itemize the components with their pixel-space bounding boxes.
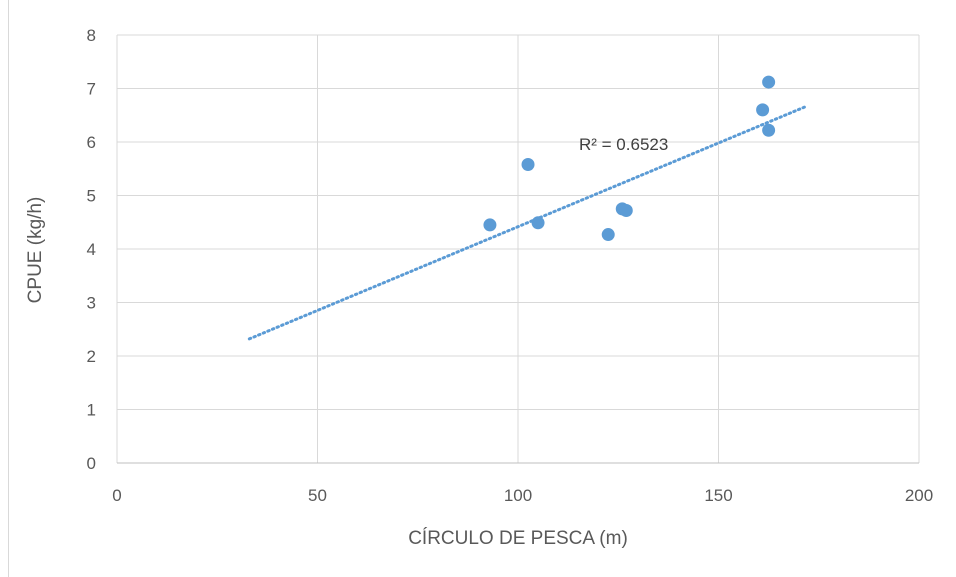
x-axis-title: CÍRCULO DE PESCA (m) bbox=[408, 528, 628, 549]
y-tick-label: 2 bbox=[87, 347, 96, 366]
data-point bbox=[521, 157, 535, 171]
y-tick-label: 7 bbox=[87, 80, 96, 99]
data-point bbox=[531, 216, 545, 230]
data-point bbox=[762, 75, 776, 89]
data-points bbox=[483, 75, 776, 242]
data-point bbox=[762, 123, 776, 137]
data-point bbox=[483, 218, 497, 232]
trendline-group bbox=[247, 104, 809, 341]
data-point bbox=[619, 203, 633, 217]
y-tick-label: 1 bbox=[87, 401, 96, 420]
r-squared-label: R² = 0.6523 bbox=[579, 135, 668, 154]
x-tick-label: 150 bbox=[704, 486, 732, 505]
x-tick-label: 0 bbox=[112, 486, 121, 505]
chart-frame bbox=[8, 0, 954, 577]
y-tick-label: 6 bbox=[87, 133, 96, 152]
y-tick-label: 5 bbox=[87, 187, 96, 206]
x-tick-label: 100 bbox=[504, 486, 532, 505]
y-tick-label: 4 bbox=[87, 240, 96, 259]
gridlines bbox=[116, 34, 920, 463]
trendline bbox=[247, 104, 809, 341]
data-point bbox=[756, 103, 770, 117]
data-point bbox=[601, 228, 615, 242]
x-tick-label: 200 bbox=[905, 486, 933, 505]
y-tick-label: 0 bbox=[87, 454, 96, 473]
y-axis-title: CPUE (kg/h) bbox=[25, 197, 46, 304]
tick-labels: 0 1 2 3 4 5 6 7 8 0 50 100 150 200 bbox=[87, 26, 934, 505]
y-tick-label: 3 bbox=[87, 294, 96, 313]
x-tick-label: 50 bbox=[308, 486, 327, 505]
y-tick-label: 8 bbox=[87, 26, 96, 45]
